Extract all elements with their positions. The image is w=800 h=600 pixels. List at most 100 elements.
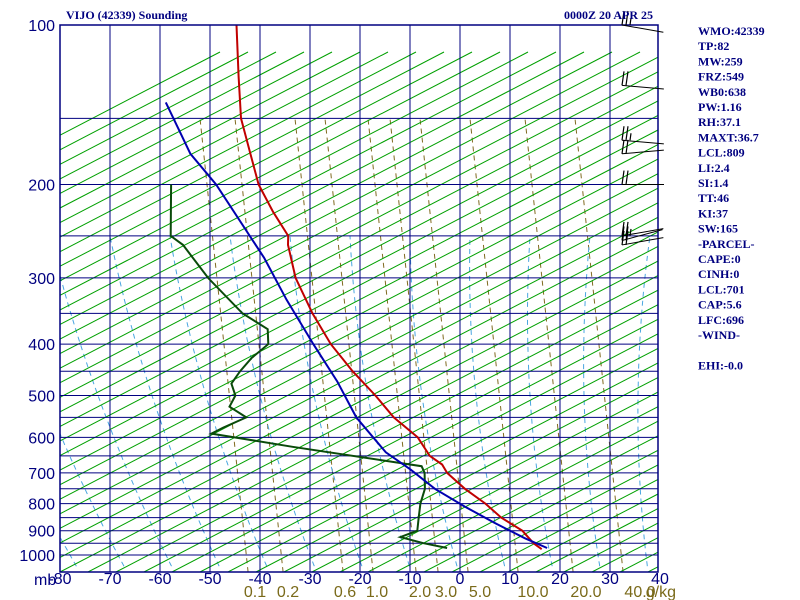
dry-adiabat	[255, 362, 658, 572]
dry-adiabat	[60, 51, 445, 253]
wind-barb-shaft	[621, 229, 663, 241]
wind-barb-half-feather	[629, 133, 632, 141]
temperature-tick-label: -10	[398, 571, 421, 588]
dry-adiabat	[227, 347, 658, 572]
plot-frame	[59, 24, 659, 573]
wind-barb-feather	[621, 10, 625, 26]
isobar-lines	[60, 25, 658, 556]
dry-adiabat	[60, 51, 473, 267]
wind-barb	[621, 230, 664, 246]
dry-adiabat	[60, 51, 557, 311]
wind-barb	[621, 170, 664, 186]
wind-barb	[621, 10, 664, 33]
pressure-tick-label: 900	[28, 524, 55, 541]
dry-adiabat	[60, 231, 658, 544]
dry-adiabat	[87, 275, 658, 572]
dry-adiabat	[60, 51, 501, 282]
wind-barb-feather	[625, 71, 629, 86]
sounding-index: SW:165	[698, 222, 738, 236]
pressure-unit-label: mb	[34, 572, 56, 589]
sounding-index: CINH:0	[698, 267, 739, 281]
dry-adiabat	[60, 51, 641, 355]
moist-adiabat	[409, 235, 458, 567]
dry-adiabat	[60, 51, 277, 165]
sounding-index: SI:1.4	[698, 176, 728, 190]
mixing-ratio-line	[469, 118, 519, 572]
wind-barb	[621, 226, 663, 241]
sounding-index: TP:82	[698, 39, 729, 53]
dry-adiabat	[60, 216, 658, 529]
dry-adiabat	[60, 143, 658, 457]
dry-adiabat	[60, 51, 361, 209]
sounding-index: LCL:701	[698, 282, 745, 296]
wind-barb-half-feather	[629, 228, 632, 236]
dry-adiabat	[60, 245, 658, 559]
dry-adiabat	[115, 289, 658, 572]
sounding-index: LFC:696	[698, 313, 744, 327]
wind-barb-shaft	[621, 84, 664, 90]
dry-adiabat	[395, 435, 658, 572]
temperature-line	[235, 25, 543, 551]
wind-barb-feather	[625, 221, 629, 236]
mixing-ratio-label: 20.0	[570, 584, 601, 600]
temperature-tick-label: 40	[651, 571, 669, 588]
dry-adiabat	[60, 129, 658, 442]
sounding-index: KI:37	[698, 206, 728, 220]
wind-barb-feather	[621, 226, 625, 241]
dry-adiabat	[60, 56, 658, 369]
dry-adiabat	[60, 51, 529, 296]
mixing-ratio-line	[389, 118, 439, 572]
mixing-ratio-label: 0.1	[244, 584, 266, 600]
dry-adiabat	[143, 304, 658, 572]
wind-barb-feather	[621, 221, 625, 236]
dry-adiabat	[60, 51, 389, 224]
station-title: VIJO (42339) Sounding	[66, 8, 187, 22]
pressure-tick-label: 400	[28, 337, 55, 354]
wind-barb-feather	[621, 139, 625, 154]
wind-barb-feather	[625, 126, 629, 141]
sounding-index: FRZ:549	[698, 70, 744, 84]
isotherm-lines	[60, 25, 611, 572]
sounding-index: -WIND-	[698, 328, 740, 342]
dry-adiabat	[60, 51, 305, 180]
sounding-index: WMO:42339	[698, 24, 765, 38]
dry-adiabat	[171, 318, 658, 572]
moist-adiabat	[349, 235, 410, 567]
temperature-tick-label: -20	[348, 571, 371, 588]
temperature-tick-label: 10	[501, 571, 519, 588]
pressure-tick-label: 100	[28, 18, 55, 35]
dry-adiabat	[311, 391, 658, 572]
wind-barb-feather	[621, 230, 625, 246]
dry-adiabat	[283, 376, 658, 572]
mixing-ratio-line	[199, 118, 249, 572]
wind-barb-shaft	[621, 149, 664, 155]
mixing-ratio-label: 40.0	[624, 584, 655, 600]
sounding-index: MAXT:36.7	[698, 130, 759, 144]
wind-barb-feather	[621, 126, 625, 141]
mixing-ratio-line	[324, 118, 374, 572]
wind-barb-feather	[625, 170, 629, 185]
wind-barbs	[621, 10, 664, 246]
wind-barb-shaft	[621, 228, 664, 237]
temperature-tick-label: -50	[198, 571, 221, 588]
dry-adiabat	[60, 51, 613, 340]
sounding-index: LI:2.4	[698, 161, 730, 175]
wind-barb-shaft	[621, 24, 664, 33]
temperature-tick-label: -40	[248, 571, 271, 588]
pressure-axis: 100 200 300 400 500 600 700 800 900 1000	[19, 18, 55, 565]
temperature-tick-label: -30	[298, 571, 321, 588]
dry-adiabat	[60, 158, 658, 471]
dry-adiabat	[451, 464, 658, 572]
mixing-ratio-label: 2.0	[409, 584, 431, 600]
pressure-tick-label: 300	[28, 271, 55, 288]
dry-adiabat	[60, 51, 333, 195]
dry-adiabat	[199, 333, 658, 572]
sounding-index: PW:1.16	[698, 100, 742, 114]
sounding-profiles	[164, 25, 548, 551]
mixing-ratio-line	[524, 118, 574, 572]
temperature-axis: -80 -70 -60 -50 -40 -30 -20 -10 0 10 20 30 40	[48, 571, 669, 588]
dry-adiabat	[367, 420, 658, 572]
plot-area	[60, 25, 658, 572]
wind-barb	[621, 71, 664, 90]
